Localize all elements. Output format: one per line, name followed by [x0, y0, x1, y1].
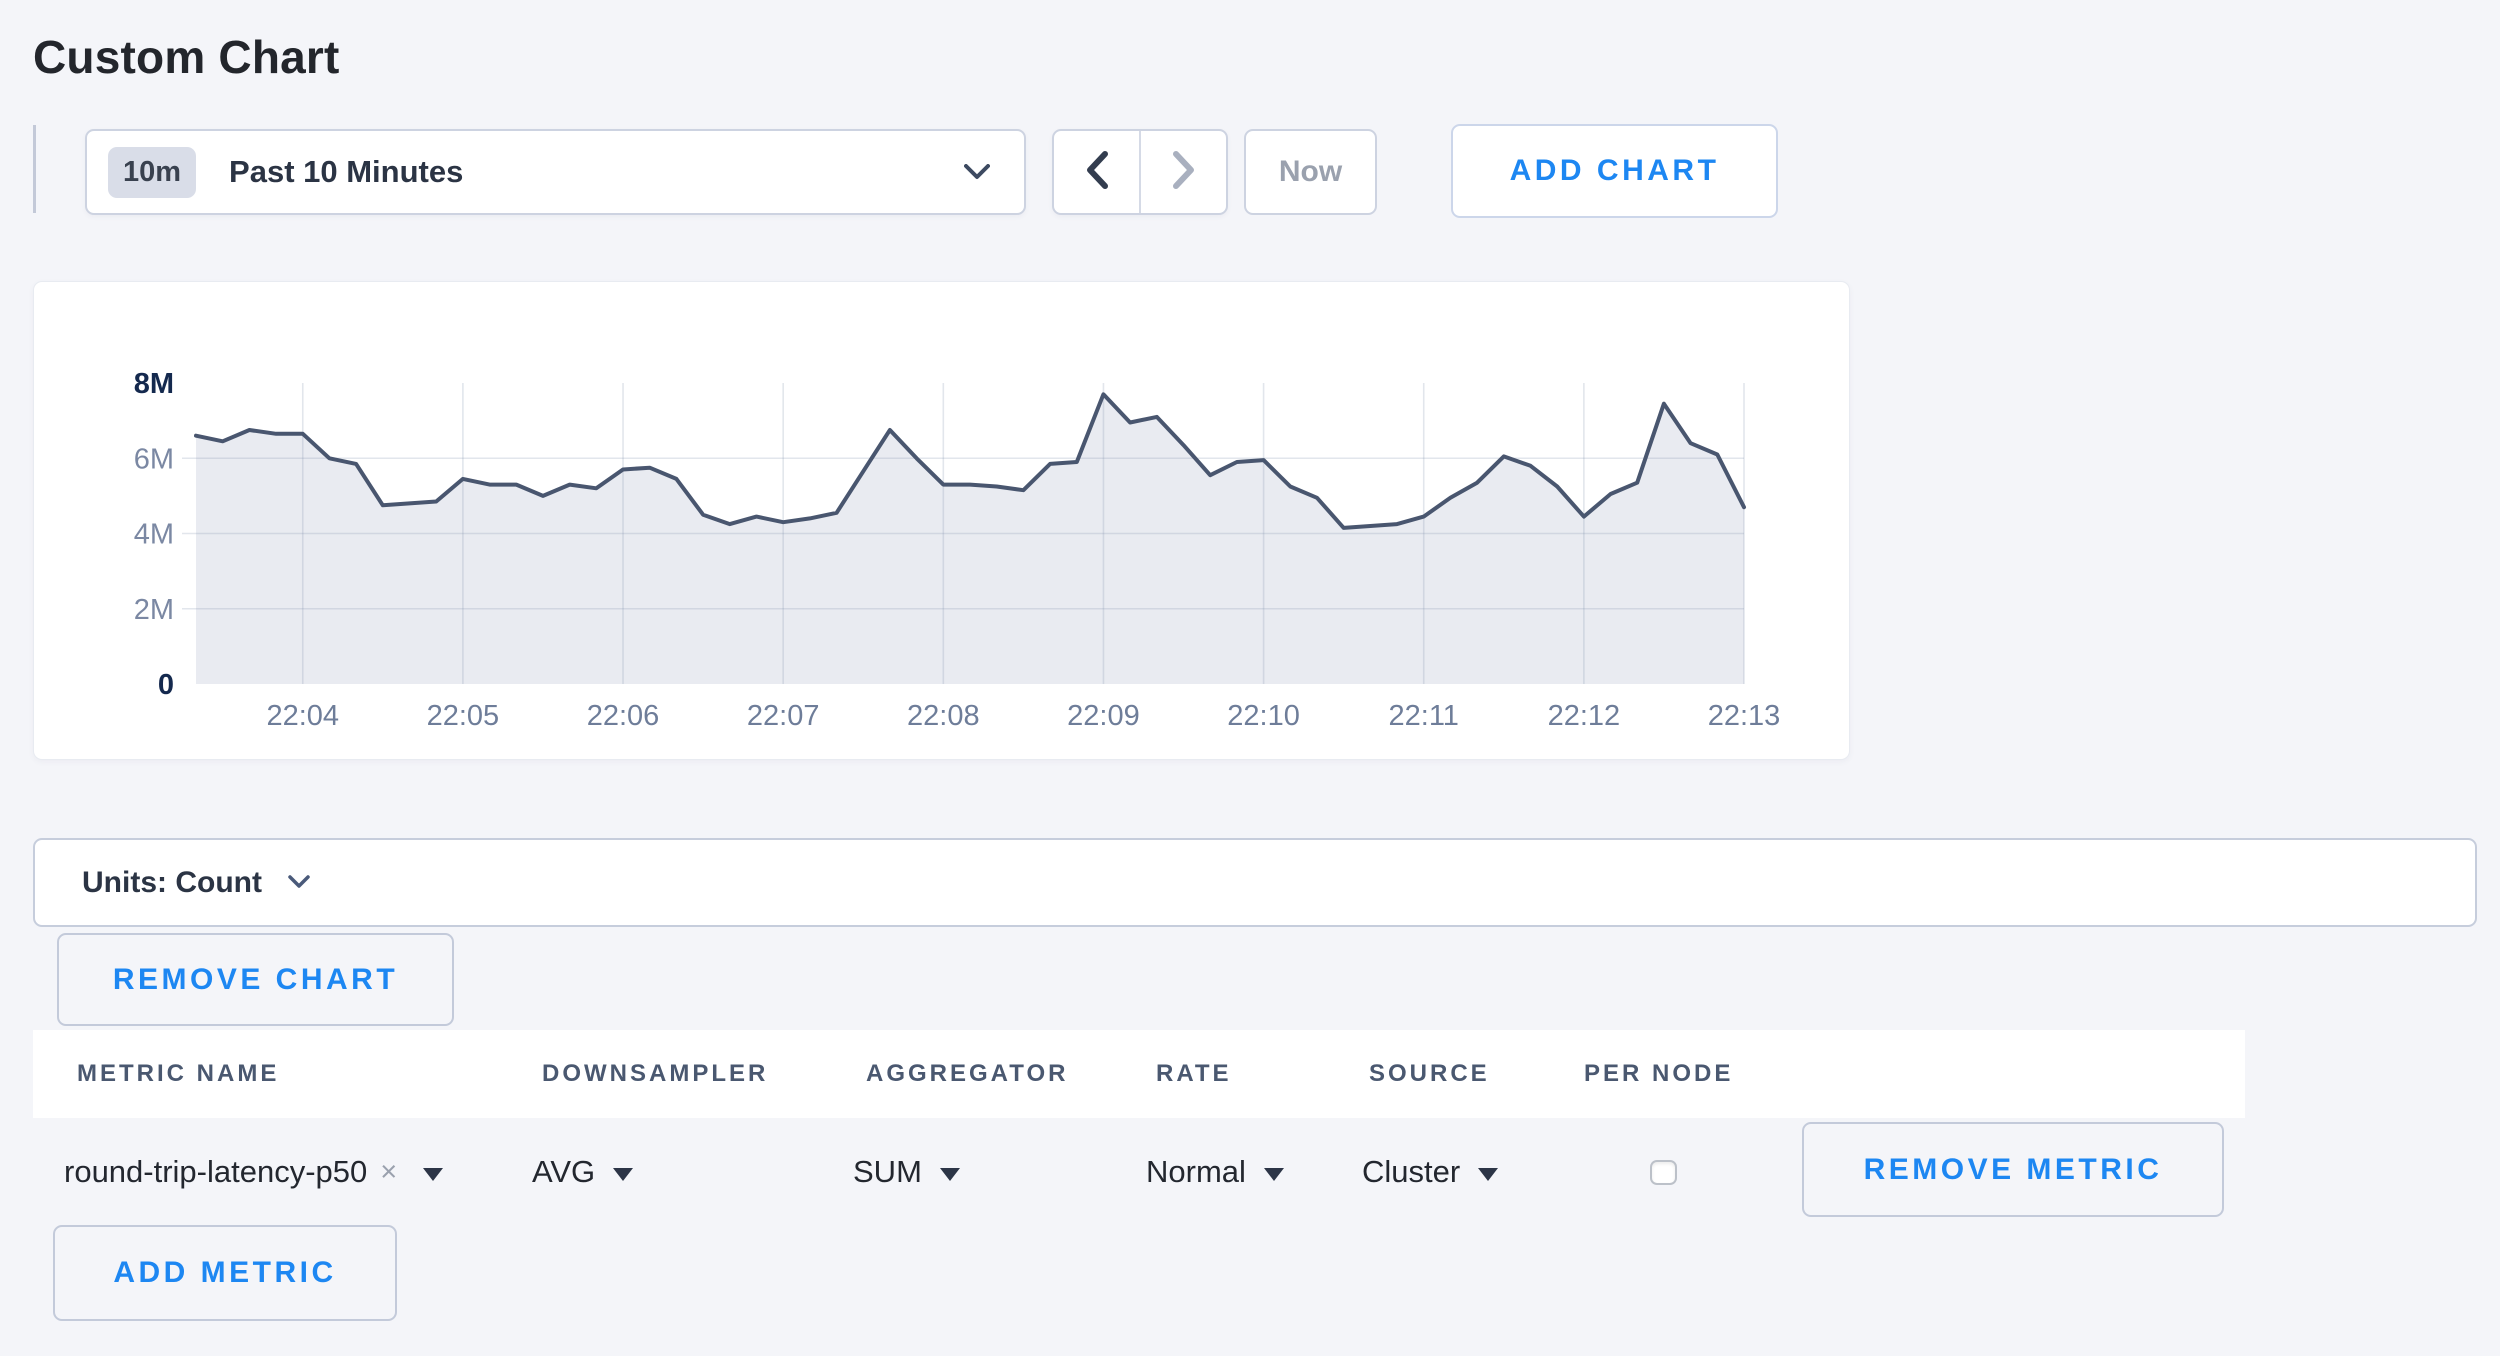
metric-name-value: round-trip-latency-p50	[64, 1154, 368, 1189]
add-metric-button[interactable]: ADD METRIC	[53, 1225, 397, 1321]
caret-down-icon	[1263, 1167, 1284, 1181]
clear-metric-icon[interactable]: ×	[380, 1155, 398, 1188]
column-header-aggregator: AGGREGATOR	[866, 1060, 1069, 1087]
previous-time-button[interactable]	[1054, 131, 1141, 213]
chevron-left-icon	[1085, 150, 1109, 194]
rate-dropdown[interactable]: Normal	[1146, 1148, 1284, 1196]
time-range-label: Past 10 Minutes	[229, 154, 464, 189]
svg-text:22:12: 22:12	[1548, 700, 1621, 732]
svg-text:22:13: 22:13	[1708, 700, 1781, 732]
metric-name-dropdown[interactable]: round-trip-latency-p50 ×	[64, 1148, 444, 1196]
caret-down-icon	[939, 1167, 960, 1181]
time-range-select[interactable]: 10m Past 10 Minutes	[85, 129, 1026, 215]
units-label: Units: Count	[82, 865, 262, 899]
caret-down-icon	[423, 1167, 444, 1181]
svg-text:4M: 4M	[134, 519, 174, 551]
chevron-down-icon	[288, 875, 310, 894]
toolbar-accent-divider	[33, 125, 36, 213]
rate-value: Normal	[1146, 1154, 1246, 1189]
chart-card: 22:04 22:05 22:06 22:07 22:08 22:09 22:10 22:11…	[33, 281, 1850, 760]
time-step-button-group	[1052, 129, 1228, 215]
svg-text:8M: 8M	[134, 368, 174, 400]
now-button[interactable]: Now	[1244, 129, 1377, 215]
downsampler-value: AVG	[532, 1154, 596, 1189]
add-chart-button[interactable]: ADD CHART	[1451, 124, 1778, 218]
svg-text:22:07: 22:07	[747, 700, 820, 732]
aggregator-dropdown[interactable]: SUM	[853, 1148, 960, 1196]
page-title: Custom Chart	[33, 31, 340, 83]
aggregator-value: SUM	[853, 1154, 922, 1189]
svg-text:0: 0	[158, 669, 174, 701]
next-time-button[interactable]	[1141, 131, 1226, 213]
svg-text:22:05: 22:05	[427, 700, 500, 732]
downsampler-dropdown[interactable]: AVG	[532, 1148, 634, 1196]
column-header-metric-name: METRIC NAME	[77, 1060, 280, 1087]
svg-text:22:11: 22:11	[1389, 700, 1459, 732]
timeseries-area-chart[interactable]: 22:04 22:05 22:06 22:07 22:08 22:09 22:10 22:11…	[34, 282, 1849, 759]
svg-text:6M: 6M	[134, 443, 174, 475]
remove-metric-button[interactable]: REMOVE METRIC	[1802, 1122, 2224, 1217]
svg-text:22:08: 22:08	[907, 700, 980, 732]
svg-text:22:10: 22:10	[1227, 700, 1300, 732]
column-header-downsampler: DOWNSAMPLER	[542, 1060, 769, 1087]
time-range-badge: 10m	[108, 146, 197, 198]
column-header-rate: RATE	[1156, 1060, 1232, 1087]
column-header-per-node: PER NODE	[1584, 1060, 1734, 1087]
caret-down-icon	[1478, 1167, 1499, 1181]
units-select[interactable]: Units: Count	[33, 838, 2477, 927]
chevron-right-icon	[1172, 150, 1196, 194]
remove-chart-button[interactable]: REMOVE CHART	[57, 933, 454, 1026]
source-dropdown[interactable]: Cluster	[1362, 1148, 1499, 1196]
caret-down-icon	[613, 1167, 634, 1181]
chevron-down-icon	[964, 164, 990, 185]
svg-text:22:06: 22:06	[587, 700, 660, 732]
per-node-checkbox[interactable]	[1650, 1160, 1677, 1185]
source-value: Cluster	[1362, 1154, 1461, 1189]
column-header-source: SOURCE	[1369, 1060, 1490, 1087]
svg-text:22:04: 22:04	[266, 700, 339, 732]
svg-text:2M: 2M	[134, 594, 174, 626]
svg-text:22:09: 22:09	[1067, 700, 1140, 732]
metrics-table-header: METRIC NAME DOWNSAMPLER AGGREGATOR RATE …	[33, 1030, 2245, 1118]
